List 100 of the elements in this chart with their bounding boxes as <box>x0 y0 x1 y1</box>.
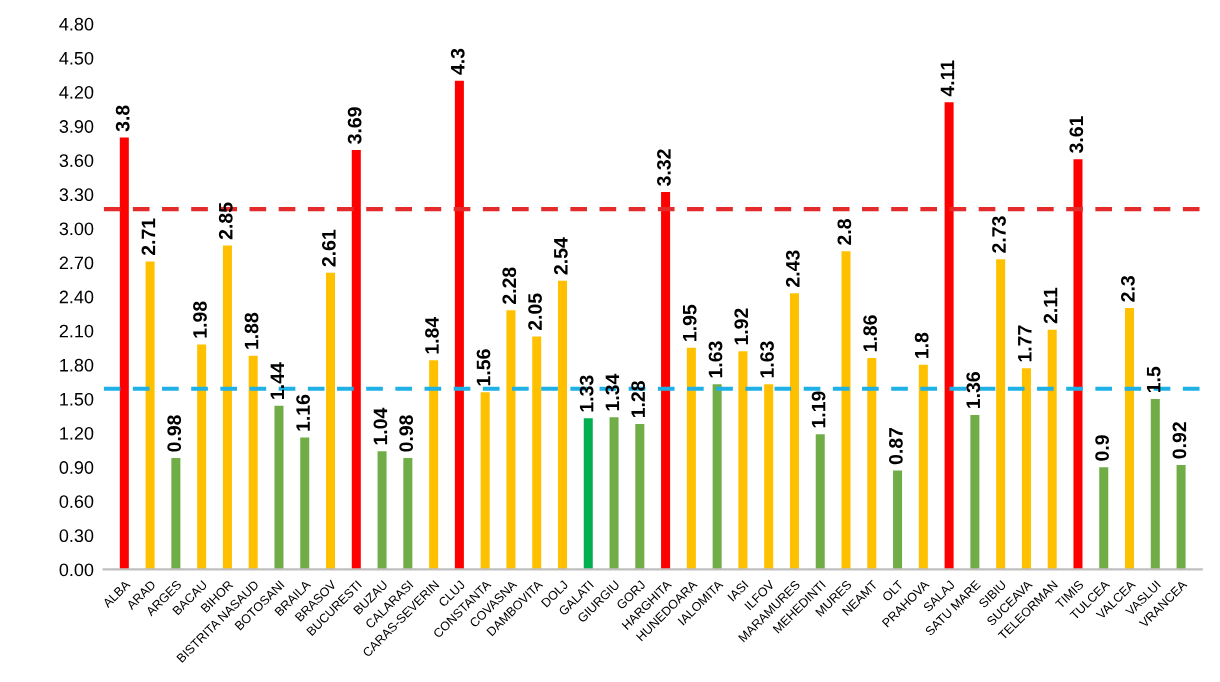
bar <box>867 358 877 570</box>
bar <box>119 137 129 570</box>
bar <box>970 414 980 570</box>
data-label: 1.98 <box>193 301 207 338</box>
bar <box>145 261 155 570</box>
bar <box>686 347 696 570</box>
bar <box>274 405 284 570</box>
bar <box>1150 398 1160 570</box>
data-label: 0.98 <box>399 415 414 452</box>
data-label: 2.73 <box>992 216 1006 253</box>
data-label: 2.61 <box>321 229 336 267</box>
data-label: 1.56 <box>476 349 491 386</box>
data-label: 4.3 <box>450 48 465 75</box>
y-tick-label: 1.50 <box>60 392 94 406</box>
data-label: 1.88 <box>244 312 259 349</box>
bar <box>222 245 232 570</box>
bar <box>1047 329 1057 570</box>
y-tick-label: 0.00 <box>59 563 94 577</box>
bar <box>1176 464 1186 570</box>
data-label: 1.8 <box>914 332 929 358</box>
data-label: 1.5 <box>1146 366 1161 393</box>
bar <box>764 384 774 570</box>
data-label: 1.63 <box>760 341 774 378</box>
data-label: 0.98 <box>167 415 182 452</box>
data-label: 2.71 <box>141 218 156 256</box>
data-label: 2.05 <box>528 293 542 331</box>
data-label: 1.63 <box>708 341 723 378</box>
bar <box>635 423 645 570</box>
y-tick-label: 3.90 <box>59 120 94 133</box>
data-label: 1.95 <box>682 304 697 341</box>
data-label: 2.3 <box>1120 276 1135 302</box>
bar <box>377 451 387 570</box>
data-label: 4.11 <box>940 60 955 97</box>
bar <box>171 458 181 570</box>
data-label: 1.28 <box>631 381 646 418</box>
bar <box>1125 308 1135 570</box>
y-tick-label: 2.10 <box>59 324 94 338</box>
data-label: 0.92 <box>1172 422 1187 459</box>
bar <box>197 344 207 570</box>
data-label: 3.8 <box>115 105 130 132</box>
data-label: 0.9 <box>1095 435 1109 461</box>
data-label: 1.34 <box>605 373 620 411</box>
bar <box>480 392 490 570</box>
bar <box>918 364 928 570</box>
bar <box>429 360 439 570</box>
data-label: 1.04 <box>373 407 388 445</box>
bar <box>454 80 464 570</box>
data-label: 1.44 <box>270 362 284 399</box>
bar <box>532 336 542 570</box>
y-tick-label: 4.50 <box>59 51 94 65</box>
y-tick-label: 3.00 <box>59 222 94 236</box>
bar <box>893 470 903 570</box>
data-label: 1.86 <box>863 315 877 352</box>
data-label: 1.16 <box>296 394 310 431</box>
data-label: 1.19 <box>811 391 826 428</box>
bar <box>248 355 258 570</box>
data-label: 2.43 <box>785 250 800 287</box>
y-tick-label: 0.30 <box>59 529 94 543</box>
y-tick-label: 3.30 <box>59 188 94 202</box>
bar <box>557 280 567 570</box>
bar <box>841 251 851 570</box>
data-label: 2.11 <box>1043 287 1058 324</box>
bar <box>789 293 799 570</box>
bar <box>1021 368 1031 570</box>
data-label: 1.33 <box>579 375 594 412</box>
bar <box>738 351 748 570</box>
y-tick-label: 1.80 <box>60 358 94 372</box>
y-tick-label: 1.20 <box>60 427 94 440</box>
y-tick-label: 4.20 <box>59 86 94 99</box>
data-label: 1.84 <box>425 316 439 354</box>
bar <box>712 384 722 570</box>
bar <box>300 437 310 570</box>
bar <box>661 192 671 570</box>
bar <box>326 272 336 570</box>
data-label: 1.77 <box>1018 325 1032 362</box>
bar <box>944 102 954 570</box>
data-label: 2.85 <box>218 202 233 240</box>
data-label: 1.92 <box>734 308 749 345</box>
bar <box>1073 159 1083 570</box>
y-tick-label: 2.70 <box>59 256 94 270</box>
data-label: 3.61 <box>1069 116 1084 153</box>
y-tick-label: 0.90 <box>59 461 94 474</box>
y-tick-label: 2.40 <box>59 290 94 304</box>
bar <box>403 458 413 570</box>
bar <box>351 150 361 570</box>
bar <box>1099 467 1109 570</box>
bar <box>996 259 1006 570</box>
data-label: 1.36 <box>966 372 981 408</box>
data-label: 2.54 <box>553 237 568 275</box>
y-tick-label: 4.80 <box>59 17 94 31</box>
y-tick-label: 3.60 <box>59 154 94 167</box>
data-label: 3.69 <box>347 107 362 144</box>
bar <box>506 310 516 570</box>
data-label: 2.28 <box>502 267 517 304</box>
data-label: 3.32 <box>657 149 671 186</box>
bar <box>583 418 593 570</box>
bar <box>815 434 825 570</box>
bar <box>609 417 619 570</box>
data-label: 2.8 <box>837 219 852 245</box>
data-label: 0.87 <box>889 427 903 465</box>
